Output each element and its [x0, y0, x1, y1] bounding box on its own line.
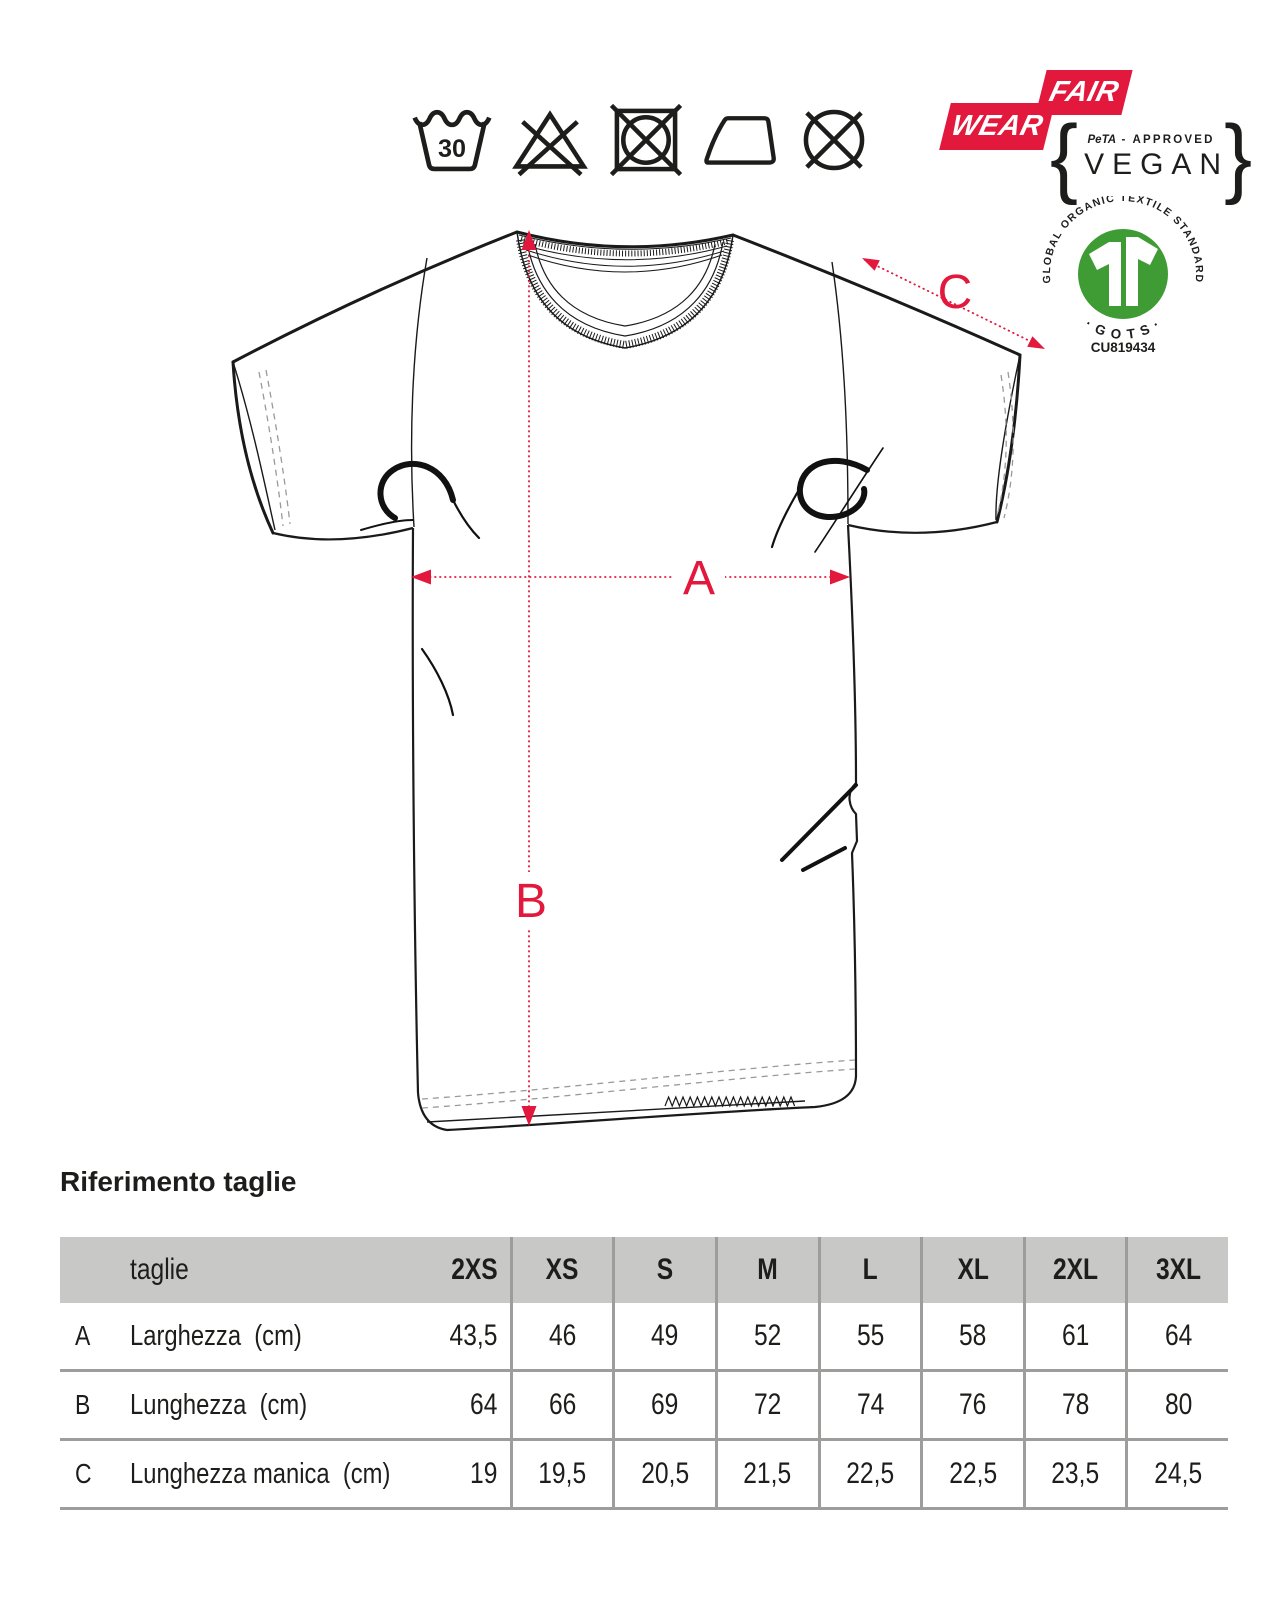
- gots-bottom-text: · G O T S ·: [1083, 316, 1162, 342]
- size-table-heading: Riferimento taglie: [60, 1166, 297, 1197]
- fair-wear-word1: FAIR: [1046, 76, 1123, 108]
- table-row-larghezza: A Larghezza (cm) 43,5 46 49 52 55 58 61 …: [60, 1303, 1228, 1369]
- value-cell: 20,5: [612, 1441, 715, 1507]
- iron-icon: [701, 105, 781, 175]
- do-not-dry-clean-icon: [796, 103, 872, 177]
- header-size-l: L: [817, 1237, 921, 1303]
- header-size-xl: XL: [920, 1237, 1023, 1303]
- tshirt-diagram: A B C: [231, 230, 1045, 1132]
- fair-wear-bottom-bar: WEAR: [939, 103, 1055, 150]
- value-cell: 66: [509, 1372, 613, 1438]
- value-cell: 49: [612, 1303, 715, 1369]
- gots-logo: GLOBAL ORGANIC TEXTILE STANDARD · G O T …: [1041, 196, 1204, 355]
- gots-shirt-left: [1089, 242, 1121, 306]
- left-brace: {: [1050, 106, 1079, 206]
- value-cell: 19: [470, 1457, 498, 1490]
- value-cell: 72: [714, 1372, 818, 1438]
- hem-zigzag-stitch: [664, 1095, 796, 1108]
- size-table: taglie 2XS XS S M L XL 2XL 3XL A Larghez…: [60, 1237, 1228, 1510]
- svg-text:· G O T S ·: · G O T S ·: [1083, 316, 1164, 342]
- value-cell: 58: [920, 1303, 1023, 1369]
- value-cell: 43,5: [449, 1319, 498, 1352]
- value-cell: 19,5: [509, 1441, 613, 1507]
- header-letter-cell: [60, 1237, 130, 1303]
- size-table-header-row: taglie 2XS XS S M L XL 2XL 3XL: [60, 1237, 1228, 1303]
- arrow-c-top: [862, 258, 880, 271]
- row-letter: B: [75, 1389, 91, 1420]
- arrow-c-bottom: [1027, 336, 1045, 349]
- vegan-label: VEGAN: [1084, 148, 1230, 181]
- value-cell: 74: [817, 1372, 921, 1438]
- value-cell: 64: [1125, 1303, 1228, 1369]
- collar: [516, 231, 734, 350]
- header-size-3xl: 3XL: [1125, 1237, 1228, 1303]
- tshirt-seams: [232, 257, 1021, 1123]
- value-cell: 46: [509, 1303, 613, 1369]
- header-size-m: M: [714, 1237, 818, 1303]
- header-size-2xs: 2XS: [451, 1253, 498, 1286]
- value-cell: 24,5: [1125, 1441, 1228, 1507]
- fair-wear-word2: WEAR: [947, 110, 1047, 142]
- gots-circle: [1078, 229, 1168, 319]
- table-row-lunghezza-manica: C Lunghezza manica (cm) 19 19,5 20,5 21,…: [60, 1438, 1228, 1510]
- peta-approved-line: PeTA - APPROVED: [1087, 134, 1215, 146]
- row-name: Lunghezza manica (cm): [130, 1457, 391, 1490]
- arrow-b-bottom: [521, 1106, 537, 1126]
- arrow-a-right: [830, 569, 850, 585]
- header-size-xs: XS: [509, 1237, 613, 1303]
- dimension-lines: A B C: [411, 230, 1045, 1126]
- value-cell: 64: [470, 1388, 498, 1421]
- gots-code: CU819434: [1091, 340, 1156, 355]
- value-cell: 55: [817, 1303, 921, 1369]
- value-cell: 69: [612, 1372, 715, 1438]
- right-brace: }: [1224, 106, 1253, 206]
- stitch-dashes: [258, 369, 1014, 1109]
- header-size-2xl: 2XL: [1022, 1237, 1126, 1303]
- do-not-bleach-icon: [509, 102, 591, 178]
- arrow-b-top: [521, 230, 537, 250]
- value-cell: 80: [1125, 1372, 1228, 1438]
- gots-shirt-right: [1126, 237, 1158, 306]
- do-not-tumble-dry-icon: [606, 100, 686, 180]
- row-letter: C: [75, 1458, 92, 1489]
- row-letter: A: [75, 1320, 91, 1351]
- row-name: Lunghezza (cm): [130, 1388, 308, 1421]
- wash-30-icon: 30: [410, 101, 494, 179]
- arrow-a-left: [411, 569, 431, 585]
- header-label-cell: taglie: [130, 1253, 189, 1286]
- header-size-s: S: [612, 1237, 715, 1303]
- dimension-label-b: B: [515, 875, 547, 928]
- value-cell: 78: [1022, 1372, 1126, 1438]
- table-row-lunghezza: B Lunghezza (cm) 64 66 69 72 74 76 78 80: [60, 1369, 1228, 1438]
- value-cell: 21,5: [714, 1441, 818, 1507]
- dimension-label-c: C: [938, 266, 973, 319]
- tshirt-outline: [231, 230, 1022, 535]
- value-cell: 61: [1022, 1303, 1126, 1369]
- value-cell: 76: [920, 1372, 1023, 1438]
- value-cell: 23,5: [1022, 1441, 1126, 1507]
- dimension-label-a: A: [683, 552, 715, 605]
- row-name: Larghezza (cm): [130, 1319, 302, 1352]
- wash-temp-label: 30: [438, 135, 466, 163]
- tshirt-body-lines: [272, 520, 998, 1132]
- value-cell: 52: [714, 1303, 818, 1369]
- value-cell: 22,5: [817, 1441, 921, 1507]
- peta-vegan-badge: { PeTA - APPROVED VEGAN }: [1050, 106, 1252, 206]
- care-symbols-row: 30: [410, 96, 872, 184]
- value-cell: 22,5: [920, 1441, 1023, 1507]
- fold-marks: [360, 447, 884, 872]
- dimension-line-c: [864, 259, 1043, 348]
